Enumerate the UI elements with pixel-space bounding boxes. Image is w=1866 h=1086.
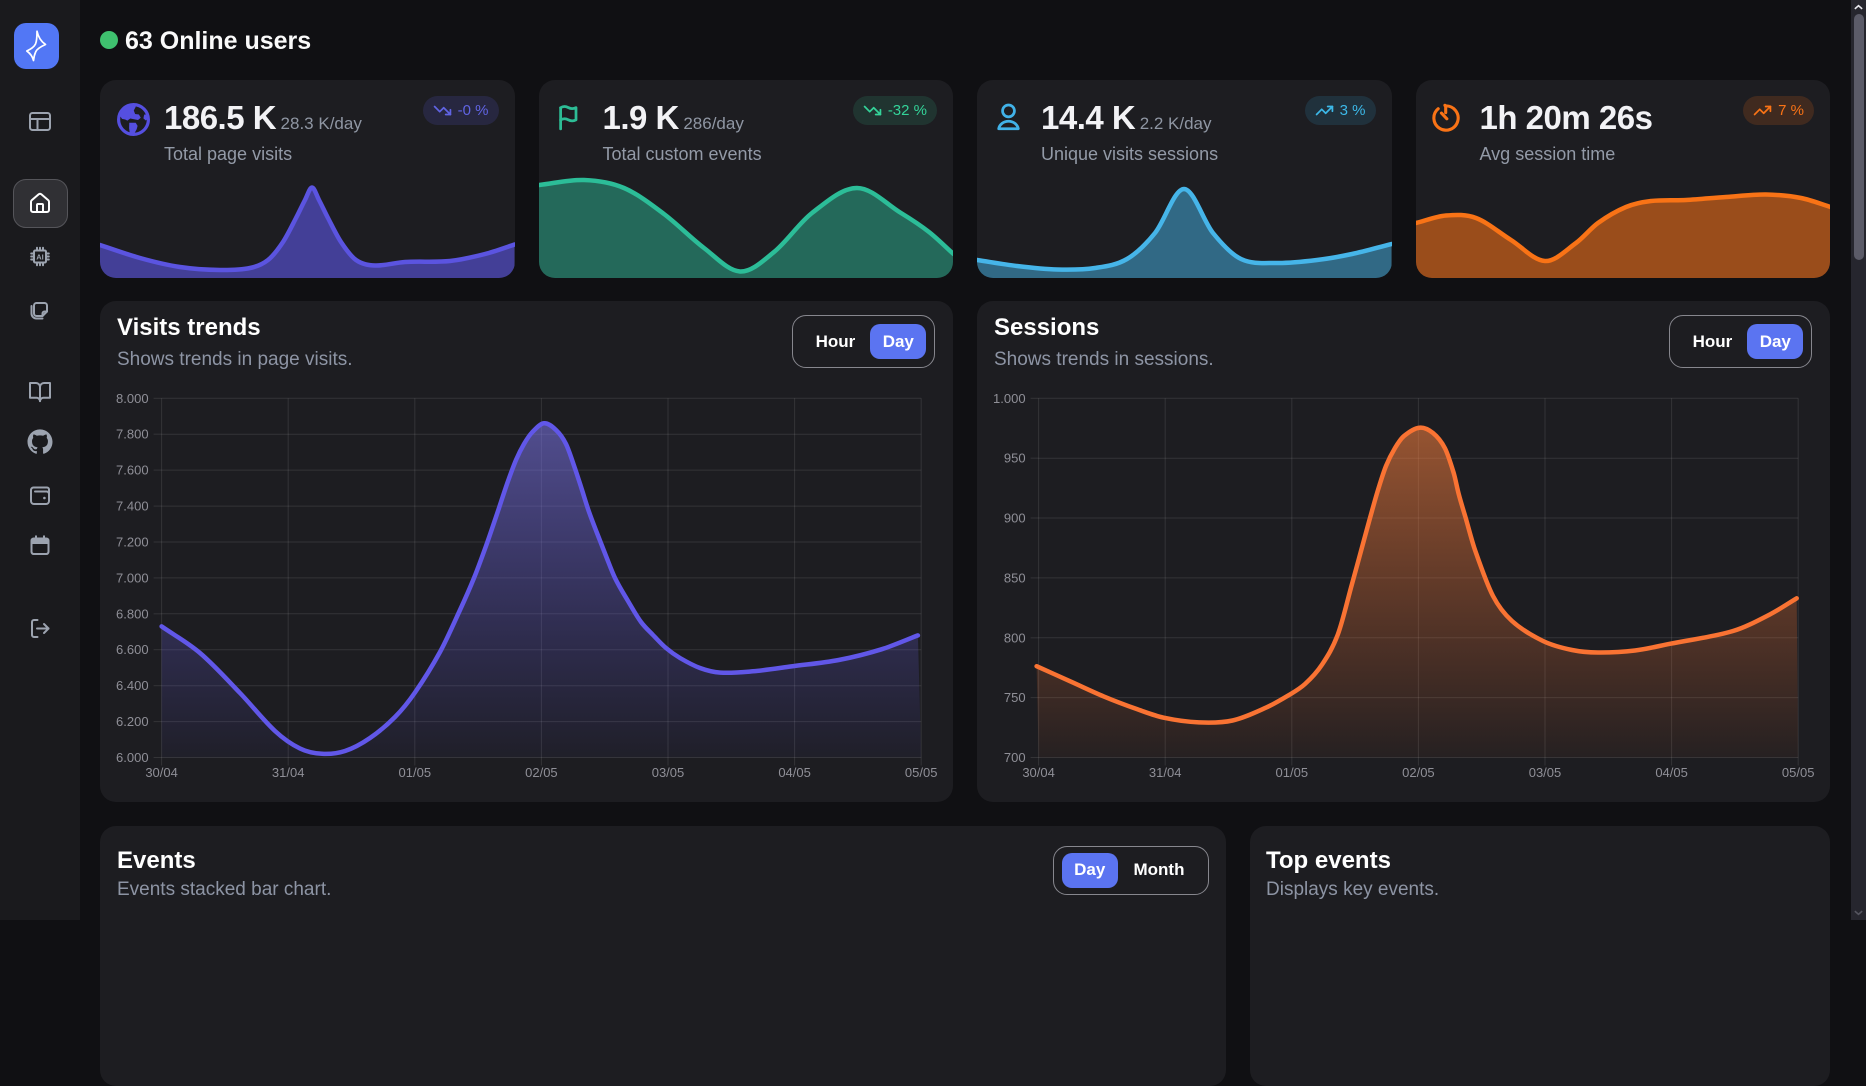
svg-text:04/05: 04/05 <box>778 765 811 780</box>
svg-text:01/05: 01/05 <box>399 765 432 780</box>
svg-text:6.000: 6.000 <box>116 750 149 765</box>
svg-text:7.600: 7.600 <box>116 463 149 478</box>
svg-text:8.000: 8.000 <box>116 391 149 406</box>
svg-text:6.400: 6.400 <box>116 678 149 693</box>
svg-text:05/05: 05/05 <box>1782 765 1815 780</box>
svg-text:7.200: 7.200 <box>116 535 149 550</box>
svg-text:7.000: 7.000 <box>116 570 149 585</box>
svg-text:7.800: 7.800 <box>116 427 149 442</box>
svg-text:AI: AI <box>36 252 44 261</box>
svg-text:800: 800 <box>1004 630 1026 645</box>
svg-text:6.200: 6.200 <box>116 714 149 729</box>
svg-text:04/05: 04/05 <box>1655 765 1688 780</box>
svg-text:31/04: 31/04 <box>1149 765 1182 780</box>
svg-text:02/05: 02/05 <box>525 765 558 780</box>
svg-text:03/05: 03/05 <box>652 765 685 780</box>
svg-text:03/05: 03/05 <box>1529 765 1562 780</box>
svg-text:05/05: 05/05 <box>905 765 938 780</box>
svg-text:7.400: 7.400 <box>116 499 149 514</box>
svg-text:01/05: 01/05 <box>1276 765 1309 780</box>
svg-text:950: 950 <box>1004 451 1026 466</box>
svg-text:30/04: 30/04 <box>145 765 178 780</box>
svg-text:900: 900 <box>1004 511 1026 526</box>
svg-text:700: 700 <box>1004 750 1026 765</box>
svg-text:30/04: 30/04 <box>1022 765 1055 780</box>
svg-text:6.800: 6.800 <box>116 606 149 621</box>
svg-text:750: 750 <box>1004 690 1026 705</box>
svg-text:850: 850 <box>1004 570 1026 585</box>
svg-text:31/04: 31/04 <box>272 765 305 780</box>
svg-text:02/05: 02/05 <box>1402 765 1435 780</box>
svg-text:1.000: 1.000 <box>993 391 1026 406</box>
svg-text:6.600: 6.600 <box>116 642 149 657</box>
